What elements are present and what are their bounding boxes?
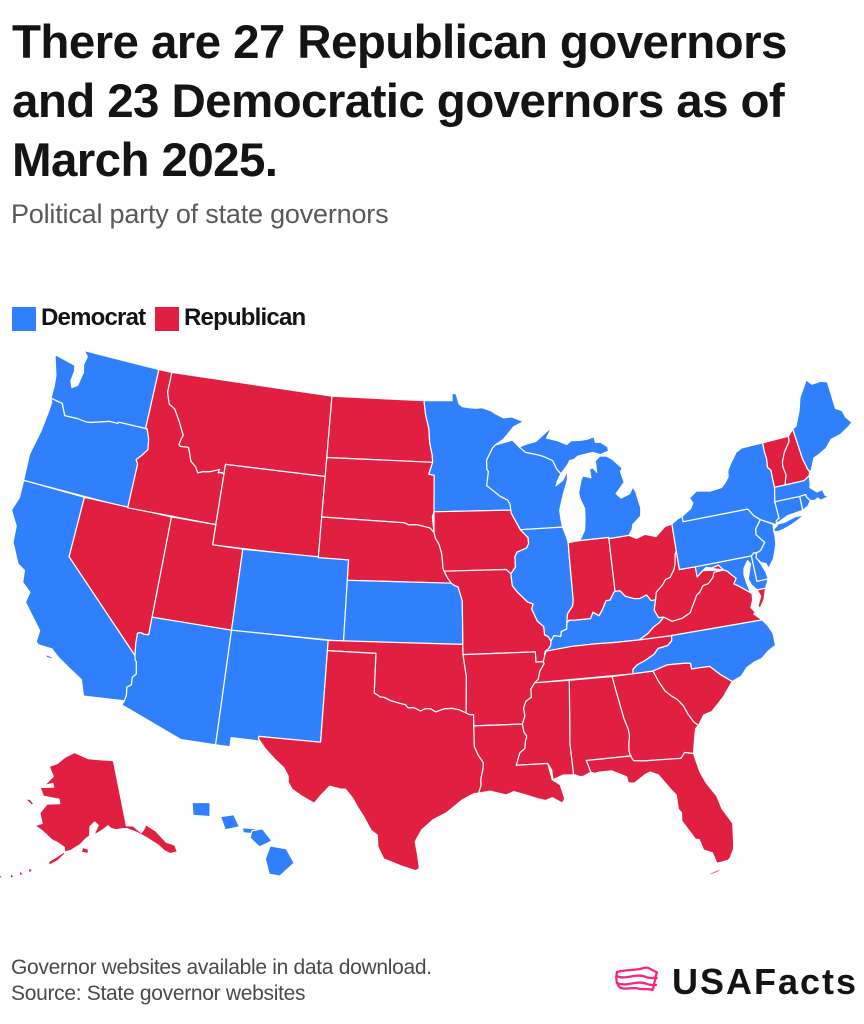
- svg-text:USAFacts: USAFacts: [672, 961, 858, 1002]
